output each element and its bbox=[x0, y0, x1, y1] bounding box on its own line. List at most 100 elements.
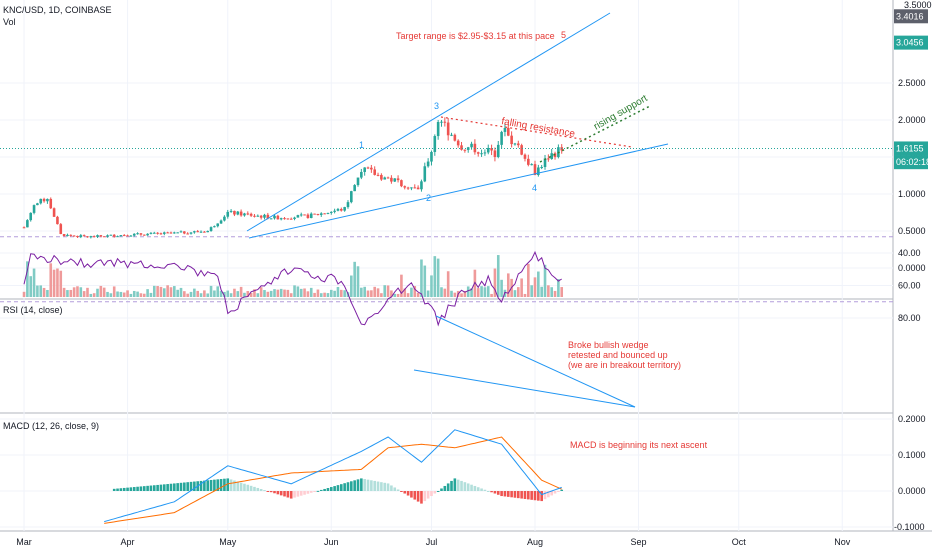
volume-bar bbox=[156, 286, 159, 297]
volume-bar bbox=[159, 286, 163, 297]
volume-bar bbox=[152, 285, 156, 297]
volume-bar bbox=[199, 293, 203, 297]
candle-body bbox=[263, 214, 266, 218]
price-badge-label: 1.6155 bbox=[896, 143, 924, 153]
time-axis-label: Oct bbox=[732, 537, 747, 547]
macd-histogram-bar bbox=[343, 483, 346, 491]
candle-body bbox=[126, 235, 129, 237]
candle-body bbox=[189, 232, 193, 234]
candle-body bbox=[316, 213, 320, 215]
candle-body bbox=[106, 235, 109, 237]
candle-body bbox=[39, 198, 43, 204]
macd-histogram-bar bbox=[163, 484, 166, 491]
candle-body bbox=[420, 181, 423, 190]
volume-bar bbox=[259, 287, 263, 297]
candle-body bbox=[423, 166, 427, 182]
volume-bar bbox=[69, 289, 73, 297]
candle-body bbox=[109, 234, 113, 236]
macd-histogram-bar bbox=[386, 483, 390, 491]
candle-body bbox=[383, 177, 387, 180]
volume-bar bbox=[500, 279, 503, 297]
upper-trendline bbox=[246, 12, 611, 232]
candle-body bbox=[69, 234, 73, 236]
candle-body bbox=[159, 233, 163, 235]
volume-bar bbox=[470, 288, 473, 297]
candle-body bbox=[366, 167, 370, 169]
macd-histogram-bar bbox=[256, 487, 260, 491]
macd-histogram-bar bbox=[550, 491, 553, 496]
volume-bar bbox=[233, 288, 236, 297]
candle-body bbox=[276, 215, 280, 220]
volume-bar bbox=[49, 263, 53, 297]
macd-histogram-bar bbox=[176, 483, 179, 491]
macd-histogram-bar bbox=[189, 481, 193, 491]
candle-body bbox=[216, 223, 220, 227]
candle-body bbox=[533, 164, 537, 176]
macd-histogram-bar bbox=[166, 484, 169, 491]
macd-histogram-bar bbox=[169, 483, 173, 491]
macd-histogram-bar bbox=[396, 489, 400, 491]
macd-histogram-bar bbox=[470, 484, 473, 491]
candle-body bbox=[112, 234, 116, 237]
time-axis-label: Mar bbox=[16, 537, 32, 547]
candle-body bbox=[223, 216, 226, 221]
macd-histogram-bar bbox=[547, 491, 550, 498]
volume-bar bbox=[36, 285, 39, 297]
macd-histogram-bar bbox=[383, 482, 387, 491]
candle-body bbox=[416, 187, 420, 190]
volume-bar bbox=[313, 292, 316, 297]
candle-body bbox=[540, 167, 543, 169]
volume-bar bbox=[149, 292, 153, 297]
candle-body bbox=[336, 209, 340, 211]
macd-histogram-bar bbox=[229, 479, 233, 491]
candle-body bbox=[356, 177, 360, 186]
candle-body bbox=[253, 215, 256, 217]
volume-bar bbox=[163, 288, 166, 297]
candle-body bbox=[36, 203, 39, 206]
candle-body bbox=[152, 232, 156, 234]
volume-bar bbox=[390, 290, 393, 297]
volume-bar bbox=[179, 287, 183, 297]
price-badge-label: 06:02:18 bbox=[896, 157, 931, 167]
macd-histogram-bar bbox=[486, 491, 490, 492]
macd-histogram-bar bbox=[136, 486, 139, 491]
volume-bar bbox=[299, 288, 303, 297]
candle-body bbox=[99, 235, 103, 237]
volume-bar bbox=[226, 290, 230, 297]
candle-body bbox=[380, 174, 383, 180]
macd-histogram-bar bbox=[156, 484, 159, 491]
volume-bar bbox=[326, 293, 330, 297]
macd-histogram-bar bbox=[269, 491, 273, 493]
volume-bar bbox=[386, 285, 390, 297]
candle-body bbox=[443, 121, 447, 123]
macd-histogram-bar bbox=[543, 491, 547, 500]
candle-body bbox=[386, 177, 390, 179]
volume-bar bbox=[239, 286, 243, 297]
volume-bar bbox=[366, 290, 370, 297]
volume-bar bbox=[189, 291, 193, 297]
candle-body bbox=[169, 232, 173, 234]
macd-histogram-bar bbox=[553, 491, 557, 494]
volume-bar bbox=[380, 293, 383, 297]
macd-histogram-bar bbox=[476, 487, 480, 491]
macd-histogram-bar bbox=[527, 491, 530, 500]
volume-bar bbox=[169, 287, 173, 297]
candle-body bbox=[102, 236, 106, 238]
macd-histogram-bar bbox=[426, 491, 430, 499]
volume-bar bbox=[463, 291, 467, 297]
candle-body bbox=[319, 213, 323, 215]
volume-bar bbox=[527, 263, 530, 297]
candle-body bbox=[82, 235, 86, 237]
volume-bar bbox=[440, 287, 443, 297]
candle-body bbox=[289, 218, 293, 220]
candle-body bbox=[440, 121, 443, 123]
candle-body bbox=[92, 236, 96, 238]
price-badge bbox=[894, 155, 928, 170]
candle-body bbox=[309, 213, 313, 219]
volume-bar bbox=[533, 277, 537, 297]
candle-body bbox=[183, 231, 186, 234]
volume-bar bbox=[273, 289, 276, 297]
volume-bar bbox=[517, 287, 520, 297]
